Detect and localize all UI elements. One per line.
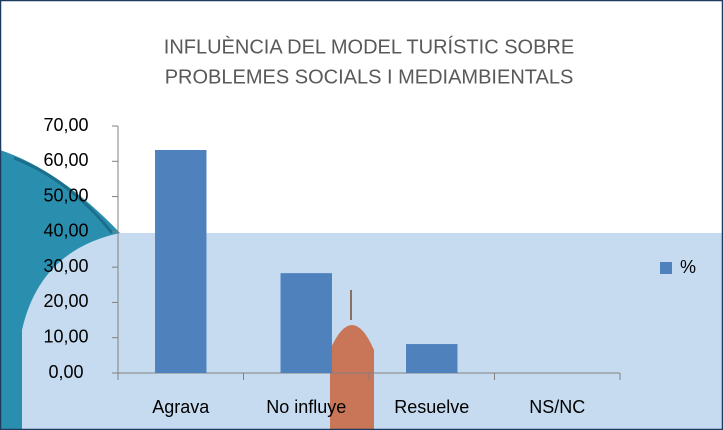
x-tick-label: Agrava (152, 397, 210, 417)
bar (281, 273, 332, 373)
bar (155, 150, 206, 373)
y-tick-label: 30,00 (43, 256, 88, 276)
y-tick-label: 10,00 (43, 326, 88, 346)
page: INFLUÈNCIA DEL MODEL TURÍSTIC SOBRE PROB… (0, 0, 723, 430)
y-tick-label: 60,00 (43, 150, 88, 170)
y-tick-label: 40,00 (43, 221, 88, 241)
y-tick-label: 0,00 (48, 362, 83, 382)
y-tick-label: 20,00 (43, 291, 88, 311)
legend-label: % (680, 257, 696, 277)
chart-title: PROBLEMES SOCIALS I MEDIAMBIENTALS (165, 66, 574, 88)
chart: INFLUÈNCIA DEL MODEL TURÍSTIC SOBRE PROB… (0, 0, 723, 430)
bar (406, 344, 457, 373)
y-tick-label: 70,00 (43, 115, 88, 135)
x-tick-label: No influye (266, 397, 346, 417)
x-tick-label: NS/NC (529, 397, 585, 417)
chart-title: INFLUÈNCIA DEL MODEL TURÍSTIC SOBRE (164, 35, 574, 58)
y-tick-label: 50,00 (43, 185, 88, 205)
legend-swatch (660, 262, 672, 274)
x-tick-label: Resuelve (394, 397, 469, 417)
